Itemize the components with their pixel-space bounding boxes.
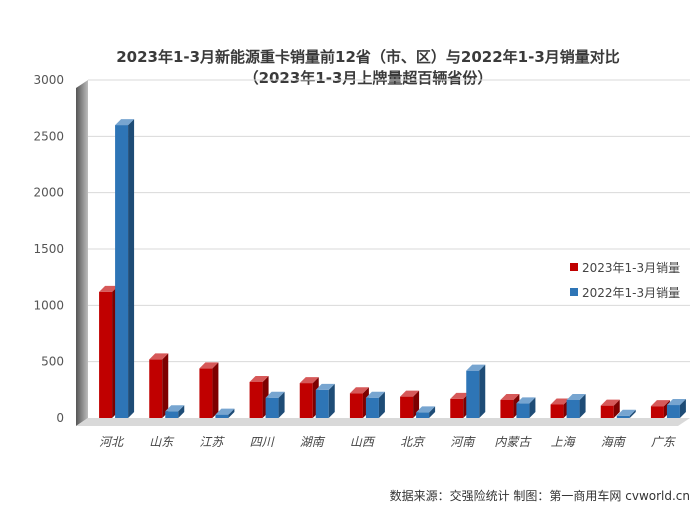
bar bbox=[199, 362, 219, 418]
category-label: 江苏 bbox=[199, 435, 225, 449]
category-label: 山西 bbox=[350, 435, 376, 449]
bar bbox=[249, 375, 269, 418]
y-tick-label: 500 bbox=[41, 355, 64, 369]
bar bbox=[416, 406, 436, 418]
bars bbox=[99, 119, 686, 419]
bar bbox=[566, 393, 586, 418]
bar bbox=[265, 391, 285, 418]
category-label: 内蒙古 bbox=[494, 435, 532, 449]
category-label: 广东 bbox=[651, 435, 677, 449]
category-label: 海南 bbox=[601, 435, 627, 449]
data-source-note: 数据来源：交强险统计 制图：第一商用车网 cvworld.cn bbox=[390, 488, 690, 503]
chart-side-wall bbox=[76, 80, 88, 426]
y-tick-label: 1000 bbox=[33, 298, 64, 312]
bar bbox=[215, 408, 235, 418]
category-label: 湖南 bbox=[300, 435, 326, 449]
bar bbox=[616, 409, 636, 418]
chart-title: 2023年1-3月新能源重卡销量前12省（市、区）与2022年1-3月销量对比 bbox=[116, 48, 620, 66]
bar bbox=[365, 391, 385, 418]
category-label: 上海 bbox=[551, 435, 577, 449]
gridlines bbox=[88, 79, 690, 363]
y-axis-ticks: 0 500 1000 1500 2000 2500 3000 bbox=[33, 73, 64, 425]
bar bbox=[666, 399, 686, 418]
bar bbox=[516, 397, 536, 418]
bar bbox=[600, 399, 620, 418]
bar bbox=[165, 405, 185, 418]
y-tick-label: 1500 bbox=[33, 242, 64, 256]
chart-floor bbox=[76, 418, 690, 426]
bar bbox=[115, 119, 135, 419]
legend: 2023年1-3月销量 2022年1-3月销量 bbox=[570, 261, 680, 300]
y-tick-label: 3000 bbox=[33, 73, 64, 87]
chart-subtitle: （2023年1-3月上牌量超百辆省份） bbox=[244, 69, 493, 87]
legend-label: 2023年1-3月销量 bbox=[582, 261, 680, 275]
legend-swatch bbox=[570, 263, 578, 271]
bar bbox=[149, 353, 169, 418]
category-label: 山东 bbox=[149, 435, 175, 449]
legend-label: 2022年1-3月销量 bbox=[582, 286, 680, 300]
y-tick-label: 2500 bbox=[33, 129, 64, 143]
bar bbox=[466, 364, 486, 418]
category-label: 北京 bbox=[400, 435, 426, 449]
category-label: 河北 bbox=[99, 435, 125, 449]
bar bbox=[315, 383, 335, 418]
y-tick-label: 2000 bbox=[33, 186, 64, 200]
category-label: 河南 bbox=[450, 435, 476, 449]
y-tick-label: 0 bbox=[56, 411, 64, 425]
x-axis-categories: 河北 山东 江苏 四川 湖南 山西 北京 河南 内蒙古 上海 海南 广东 bbox=[99, 435, 677, 449]
legend-swatch bbox=[570, 288, 578, 296]
category-label: 四川 bbox=[250, 435, 276, 449]
